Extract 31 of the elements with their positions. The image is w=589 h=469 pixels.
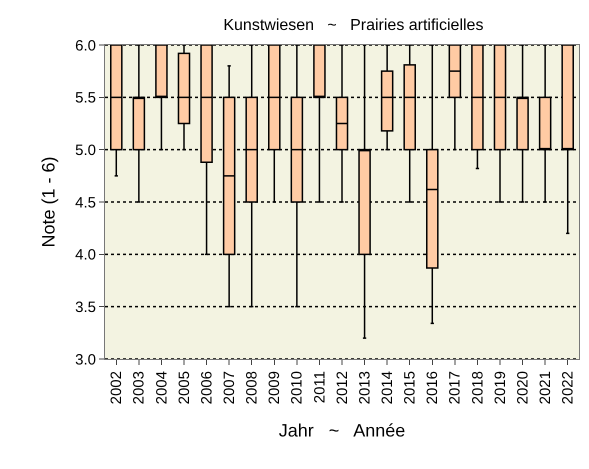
x-tick-label: 2022 — [560, 371, 577, 404]
x-tick-label: 2002 — [108, 371, 126, 404]
y-tick-label: 5.0 — [75, 142, 96, 159]
y-tick-label: 4.0 — [75, 246, 96, 264]
y-tick-label: 6.0 — [75, 37, 96, 54]
x-tick-label: 2019 — [492, 371, 509, 404]
x-tick-label: 2009 — [266, 371, 284, 404]
x-tick-label: 2010 — [288, 371, 306, 404]
x-tick-label: 2015 — [402, 371, 419, 404]
x-tick-label: 2012 — [334, 371, 351, 404]
x-tick-label: 2016 — [424, 371, 442, 404]
x-tick-label: 2021 — [537, 371, 554, 404]
y-tick-label: 4.5 — [75, 194, 96, 212]
x-tick-label: 2020 — [514, 371, 532, 404]
x-tick-label: 2003 — [130, 371, 148, 404]
y-tick-label: 3.0 — [75, 351, 96, 368]
x-tick-label: 2014 — [379, 371, 396, 404]
x-tick-label: 2017 — [446, 371, 464, 404]
x-tick-label: 2008 — [244, 371, 261, 404]
x-tick-label: 2018 — [469, 371, 486, 404]
x-tick-label: 2007 — [221, 371, 238, 404]
x-tick-label: 2006 — [198, 371, 216, 404]
y-axis-title: Note (1 - 6) — [38, 156, 58, 248]
x-axis-title: Jahr ~ Année — [278, 420, 406, 440]
x-tick-label: 2004 — [153, 371, 170, 404]
x-tick-label: 2005 — [176, 371, 193, 404]
x-tick-label: 2011 — [311, 371, 328, 404]
x-tick-label: 2013 — [356, 371, 374, 404]
chart-title: Kunstwiesen ~ Prairies artificielles — [223, 16, 484, 34]
y-tick-label: 3.5 — [75, 298, 96, 316]
y-tick-label: 5.5 — [75, 90, 96, 107]
